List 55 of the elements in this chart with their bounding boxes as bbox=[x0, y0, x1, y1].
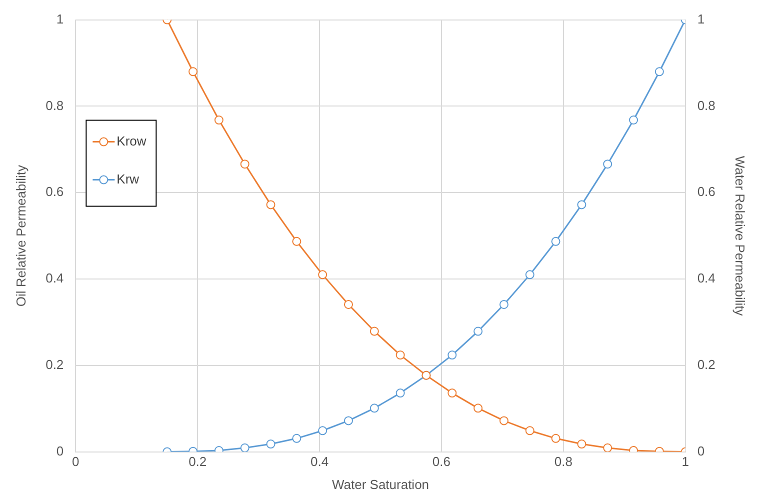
point bbox=[318, 270, 328, 280]
legend-label: Krow bbox=[116, 133, 147, 148]
point bbox=[577, 440, 586, 449]
point bbox=[474, 326, 483, 336]
y2-tick-label: 1 bbox=[697, 11, 705, 26]
point bbox=[396, 388, 405, 398]
y-tick-label: 0 bbox=[56, 443, 64, 458]
y2-tick-label: 0.8 bbox=[697, 98, 716, 113]
point bbox=[525, 426, 534, 436]
y2-tick-label: 0 bbox=[697, 443, 705, 458]
point bbox=[370, 326, 379, 336]
point bbox=[266, 200, 276, 210]
y2-tick-label: 0.6 bbox=[697, 184, 716, 200]
point bbox=[525, 270, 534, 280]
y2-tick-label: 0.4 bbox=[697, 270, 716, 286]
point bbox=[188, 67, 198, 76]
point bbox=[448, 350, 457, 360]
x-tick-label: 0 bbox=[72, 454, 80, 470]
y-tick-label: 0.6 bbox=[46, 184, 64, 200]
y-axis-title: Oil Relative Permeability bbox=[13, 164, 28, 307]
point bbox=[370, 404, 379, 413]
x-tick-label: 0.4 bbox=[310, 454, 329, 470]
x-tick-label: 1 bbox=[682, 454, 689, 470]
y-tick-label: 0.2 bbox=[46, 356, 64, 372]
point bbox=[603, 160, 612, 169]
point bbox=[292, 236, 302, 246]
x-tick-label: 0.6 bbox=[432, 454, 451, 470]
point bbox=[474, 404, 483, 413]
point bbox=[240, 443, 250, 452]
point bbox=[266, 440, 276, 449]
point bbox=[448, 388, 457, 398]
point bbox=[396, 350, 405, 360]
point bbox=[551, 434, 560, 443]
point bbox=[499, 300, 508, 309]
point bbox=[603, 443, 612, 452]
point bbox=[499, 416, 508, 426]
x-tick-label: 0.2 bbox=[188, 454, 207, 470]
legend-label: Krw bbox=[116, 171, 140, 186]
x-tick-label: 0.8 bbox=[554, 454, 572, 470]
x-axis-title: Water Saturation bbox=[332, 476, 430, 492]
point bbox=[577, 200, 586, 210]
point bbox=[654, 67, 664, 76]
y2-axis-title: Water Relative Permeability bbox=[732, 156, 748, 316]
point bbox=[240, 160, 250, 169]
point bbox=[629, 116, 638, 125]
y-tick-label: 0.4 bbox=[46, 270, 64, 286]
point bbox=[344, 300, 353, 309]
y2-tick-label: 0.2 bbox=[697, 356, 716, 372]
y-tick-label: 0.8 bbox=[46, 98, 64, 113]
point bbox=[318, 426, 328, 436]
point bbox=[551, 236, 560, 246]
point bbox=[344, 416, 353, 426]
point bbox=[292, 434, 302, 443]
y-tick-label: 1 bbox=[56, 11, 64, 26]
point bbox=[214, 116, 224, 125]
